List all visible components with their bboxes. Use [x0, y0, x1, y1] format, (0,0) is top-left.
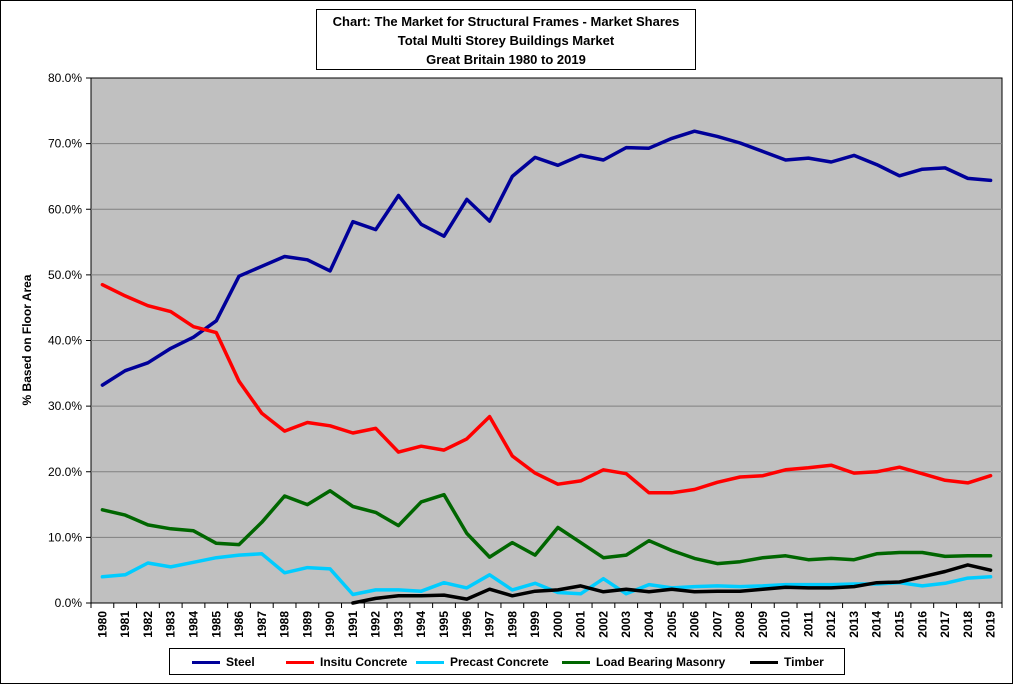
x-tick-label: 1987 — [255, 611, 269, 638]
x-tick-label: 2001 — [574, 611, 588, 638]
series-line-insitu-concrete — [100, 282, 993, 495]
chart-title: Chart: The Market for Structural Frames … — [332, 14, 680, 29]
y-tick-label: 70.0% — [48, 137, 82, 151]
x-tick-label: 2019 — [984, 611, 998, 638]
y-tick-label: 60.0% — [48, 202, 82, 216]
y-tick-label: 10.0% — [48, 530, 82, 544]
x-tick-label: 1985 — [209, 611, 223, 638]
x-tick-label: 1999 — [528, 611, 542, 638]
x-tick-label: 1989 — [300, 611, 314, 638]
x-tick-label: 2011 — [801, 611, 815, 637]
x-tick-label: 2008 — [733, 611, 747, 638]
legend-label: Load Bearing Masonry — [596, 655, 726, 669]
x-tick-label: 2015 — [893, 611, 907, 638]
x-tick-label: 1988 — [278, 611, 292, 638]
x-tick-label: 2016 — [915, 611, 929, 638]
y-tick-label: 30.0% — [48, 399, 82, 413]
y-axis-label: % Based on Floor Area — [20, 274, 34, 405]
legend-label: Steel — [226, 655, 255, 669]
legend-label: Timber — [784, 655, 824, 669]
x-tick-label: 1994 — [414, 611, 428, 638]
x-tick-label: 1986 — [232, 611, 246, 638]
x-tick-label: 2002 — [596, 611, 610, 638]
x-tick-label: 1983 — [164, 611, 178, 638]
x-tick-label: 1993 — [391, 611, 405, 638]
series-line-load-bearing-masonry — [100, 489, 993, 566]
y-tick-label: 0.0% — [55, 596, 83, 610]
series-line-steel — [100, 129, 993, 387]
x-tick-label: 1996 — [460, 611, 474, 638]
x-tick-label: 1995 — [437, 611, 451, 638]
x-tick-label: 1981 — [118, 611, 132, 638]
legend-label: Insitu Concrete — [320, 655, 408, 669]
y-tick-label: 80.0% — [48, 71, 82, 85]
x-axis-tick-labels: 1980 1981 1982 1983 1984 1985 1986 1987 1988 1989… — [95, 611, 997, 638]
y-tick-label: 50.0% — [48, 268, 82, 282]
legend: Steel Insitu Concrete Precast Concrete L… — [169, 648, 845, 675]
x-tick-label: 2014 — [870, 611, 884, 638]
y-tick-label: 20.0% — [48, 465, 82, 479]
legend-swatch-insitu-concrete — [286, 661, 314, 664]
series-line-timber — [351, 563, 993, 605]
x-tick-label: 2018 — [961, 611, 975, 638]
x-tick-label: 1984 — [186, 611, 200, 638]
x-tick-label: 2004 — [642, 611, 656, 638]
x-tick-label: 1991 — [346, 611, 360, 638]
legend-swatch-load-bearing-masonry — [562, 661, 590, 664]
x-tick-label: 1992 — [369, 611, 383, 638]
x-tick-label: 2009 — [756, 611, 770, 638]
x-tick-label: 2000 — [551, 611, 565, 638]
x-tick-label: 2005 — [665, 611, 679, 638]
x-tick-label: 2013 — [847, 611, 861, 638]
y-tick-label: 40.0% — [48, 334, 82, 348]
legend-swatch-steel — [192, 661, 220, 664]
x-tick-label: 2010 — [779, 611, 793, 638]
x-tick-label: 2012 — [824, 611, 838, 638]
x-tick-label: 1990 — [323, 611, 337, 638]
y-axis-tick-labels: 0.0% 10.0% 20.0% 30.0% 40.0% 50.0% 60.0% 70.0% 8… — [48, 71, 82, 610]
series-lines — [100, 129, 993, 605]
x-tick-label: 1980 — [95, 611, 109, 638]
chart-subtitle-line-1: Total Multi Storey Buildings Market — [397, 33, 615, 48]
chart-subtitle-line-2: Great Britain 1980 to 2019 — [426, 52, 586, 67]
x-tick-label: 2003 — [619, 611, 633, 638]
x-tick-label: 2006 — [688, 611, 702, 638]
legend-label: Precast Concrete — [450, 655, 549, 669]
x-tick-label: 1998 — [505, 611, 519, 638]
legend-swatch-timber — [750, 661, 778, 664]
x-tick-label: 1997 — [483, 611, 497, 638]
series-line-precast-concrete — [100, 552, 993, 597]
chart-title-box: Chart: The Market for Structural Frames … — [316, 9, 696, 70]
x-tick-label: 1982 — [141, 611, 155, 638]
x-tick-label: 2007 — [710, 611, 724, 638]
legend-swatch-precast-concrete — [416, 661, 444, 664]
x-tick-label: 2017 — [938, 611, 952, 638]
